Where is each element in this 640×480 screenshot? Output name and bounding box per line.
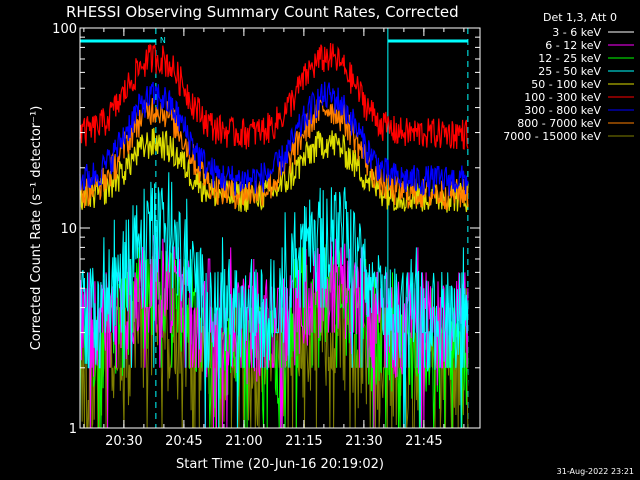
series-line-100-300-kev — [79, 42, 469, 150]
legend-label: 50 - 100 keV — [531, 78, 601, 91]
legend-label: 800 - 7000 keV — [517, 117, 601, 130]
y-tick-label: 10 — [60, 222, 77, 237]
legend-label: 100 - 300 keV — [524, 91, 601, 104]
legend-label: 6 - 12 keV — [545, 39, 601, 52]
legend-label: 25 - 50 keV — [538, 65, 601, 78]
legend-label: 7000 - 15000 keV — [503, 130, 601, 143]
series-line-50-100-kev — [79, 127, 469, 213]
plot-area: N — [79, 28, 469, 429]
y-tick-label: 1 — [69, 422, 77, 437]
plot-timestamp: 31-Aug-2022 23:21 — [557, 467, 634, 476]
y-tick-label: 100 — [52, 22, 77, 37]
x-tick-label: 20:30 — [105, 434, 142, 449]
legend-label: 3 - 6 keV — [552, 26, 601, 39]
x-tick-label: 21:15 — [285, 434, 322, 449]
legend-label: 12 - 25 keV — [538, 52, 601, 65]
x-axis: 20:30 20:45 21:00 21:15 21:30 21:45 — [83, 28, 465, 449]
x-axis-label: Start Time (20-Jun-16 20:19:02) — [176, 457, 384, 472]
y-axis-label: Corrected Count Rate (s⁻¹ detector⁻¹) — [29, 106, 44, 351]
x-tick-label: 21:00 — [225, 434, 262, 449]
series-line-25-50-kev — [79, 172, 469, 429]
x-tick-label: 20:45 — [165, 434, 202, 449]
flag-label: N — [160, 36, 166, 45]
legend-label: 300 - 800 keV — [524, 104, 601, 117]
y-axis: 1 10 100 — [52, 22, 480, 437]
chart-title: RHESSI Observing Summary Count Rates, Co… — [66, 3, 459, 21]
x-tick-label: 21:30 — [345, 434, 382, 449]
series-line-300-800-kev — [79, 81, 469, 197]
x-tick-label: 21:45 — [405, 434, 442, 449]
legend-header: Det 1,3, Att 0 — [543, 11, 617, 24]
